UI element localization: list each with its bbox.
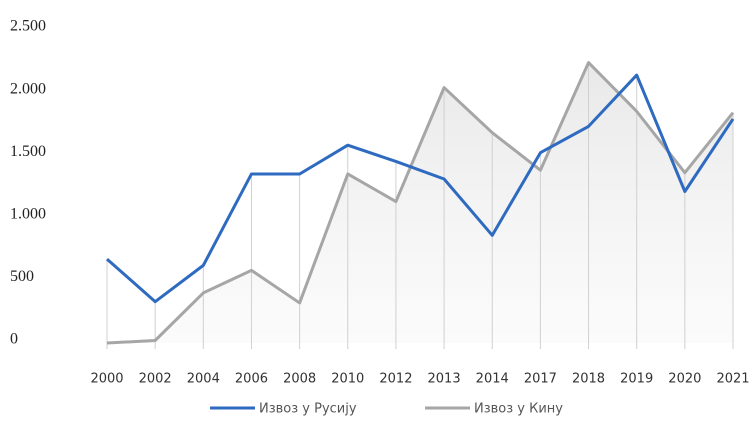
x-tick-label: 2000 — [90, 372, 123, 387]
series-line — [106, 61, 735, 345]
x-tick-label: 2012 — [379, 372, 412, 387]
x-tick-label: 2002 — [139, 372, 172, 387]
x-tick-label: 2018 — [572, 372, 605, 387]
y-tick-label: 2.000 — [10, 80, 46, 97]
x-tick-label: 2010 — [331, 372, 364, 387]
y-tick-label: 500 — [10, 268, 34, 285]
x-tick-label: 2020 — [668, 372, 701, 387]
series-line — [106, 73, 735, 304]
area — [107, 62, 733, 343]
x-tick-label: 2008 — [283, 372, 316, 387]
x-tick-label: 2013 — [428, 372, 461, 387]
x-tick-label: 2021 — [716, 372, 749, 387]
x-tick-label: 2019 — [620, 372, 653, 387]
y-tick-label: 2.500 — [10, 18, 46, 35]
y-tick-label: 0 — [10, 331, 18, 348]
x-tick-label: 2004 — [187, 372, 220, 387]
x-tick-label: 2017 — [524, 372, 557, 387]
y-tick-label: 1.000 — [10, 205, 46, 222]
legend-label: Извоз у Русију — [259, 402, 357, 417]
y-tick-label: 1.500 — [10, 143, 46, 160]
legend-label: Извоз у Кину — [474, 402, 563, 417]
x-tick-label: 2014 — [476, 372, 509, 387]
x-tick-label: 2006 — [235, 372, 268, 387]
